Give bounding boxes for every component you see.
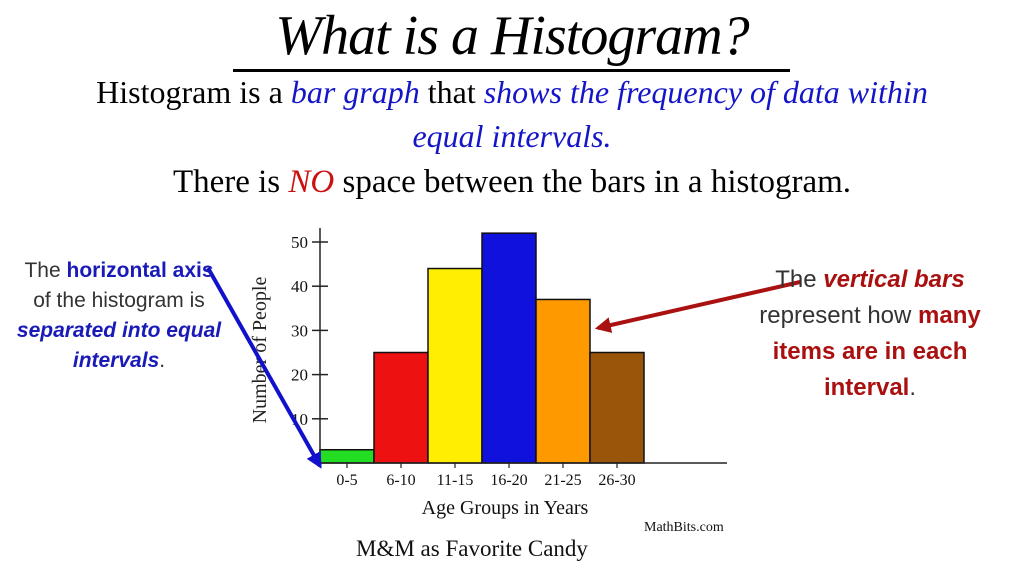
x-tick-label: 11-15 — [437, 472, 474, 489]
definition-bar-graph: bar graph — [290, 74, 420, 110]
histogram-bar-11-15 — [427, 267, 483, 464]
vertical-bars-arrow — [594, 280, 801, 333]
note-text: . — [159, 349, 166, 372]
statement-no: NO — [288, 164, 335, 200]
note-text: represent how — [759, 302, 919, 329]
definition-line-2: equal intervals. — [0, 118, 1024, 155]
x-tick-label: 21-25 — [544, 472, 581, 489]
note-separated: separated into equal intervals — [16, 319, 222, 372]
definition-equal-intervals: equal intervals. — [412, 118, 612, 154]
x-axis-label: Age Groups in Years — [422, 497, 589, 519]
chart-caption: M&M as Favorite Candy — [356, 536, 588, 561]
histogram-bar-26-30 — [589, 351, 645, 464]
x-tick-label: 6-10 — [386, 472, 415, 489]
statement-text: space between the bars in a histogram. — [334, 164, 852, 200]
note-many-items: many items are in each interval — [772, 302, 981, 401]
page-title: What is a Histogram? — [275, 5, 749, 67]
y-tick-label: 40 — [291, 277, 308, 296]
definition-line-1: Histogram is a bar graph that shows the … — [0, 74, 1024, 111]
horizontal-axis-arrow — [206, 267, 322, 469]
title-underline — [233, 69, 790, 72]
statement-text: There is — [172, 164, 289, 200]
definition-text: Histogram is a — [96, 74, 291, 110]
horizontal-axis-note: The horizontal axis of the histogram is … — [14, 256, 224, 376]
y-tick-label: 20 — [291, 366, 308, 385]
x-tick-label: 0-5 — [336, 472, 357, 489]
histogram-bar-6-10 — [373, 351, 429, 464]
note-text: . — [909, 374, 917, 401]
note-vertical-bars: vertical bars — [823, 266, 965, 293]
x-tick-label: 26-30 — [598, 472, 635, 489]
definition-text: that — [419, 74, 484, 110]
note-text: The — [24, 259, 67, 282]
definition-frequency: shows the frequency of data within — [483, 74, 928, 110]
y-tick-label: 30 — [291, 321, 308, 340]
note-horizontal-axis: horizontal axis — [66, 259, 214, 282]
source-credit: MathBits.com — [644, 520, 724, 535]
vertical-bars-note: The vertical bars represent how many ite… — [750, 262, 990, 406]
histogram-bar-21-25 — [535, 298, 591, 464]
histogram-bar-16-20 — [481, 232, 537, 464]
note-text: The — [775, 266, 824, 293]
histogram-bar-0-5 — [319, 448, 375, 464]
x-tick-label: 16-20 — [490, 472, 527, 489]
no-space-statement: There is NO space between the bars in a … — [0, 164, 1024, 201]
note-text: of the histogram is — [33, 289, 205, 312]
y-tick-label: 50 — [291, 233, 308, 252]
y-axis-label: Number of People — [249, 277, 271, 424]
